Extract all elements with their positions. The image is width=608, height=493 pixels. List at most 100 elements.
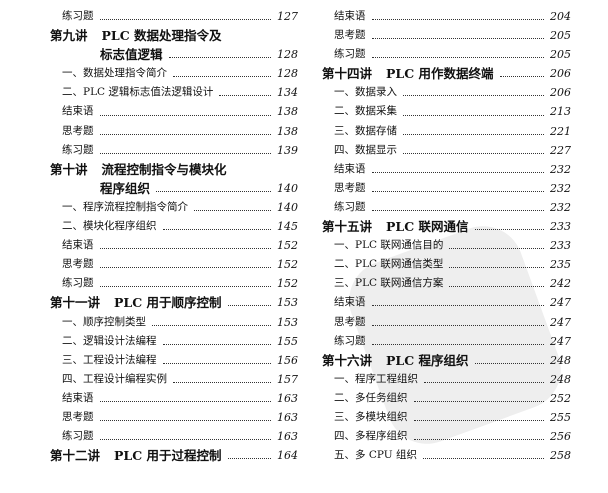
entry-title: 一、程序流程控制指令简介 bbox=[62, 200, 188, 213]
dot-leader bbox=[403, 152, 544, 154]
toc-chapter: 第十二讲 PLC 用于过程控制 164 bbox=[50, 446, 298, 465]
toc-chapter: 第十六讲 PLC 程序组织 248 bbox=[322, 351, 571, 370]
entry-title: 三、工程设计法编程 bbox=[62, 353, 157, 366]
entry-title: PLC 联网通信 bbox=[386, 219, 469, 235]
toc-chapter: 程序组织 140 bbox=[50, 179, 298, 198]
toc-entry: 三、多模块组织 255 bbox=[322, 408, 571, 427]
dot-leader bbox=[156, 190, 271, 192]
entry-title: 流程控制指令与模块化 bbox=[101, 161, 227, 177]
toc-entry: 一、程序工程组织 248 bbox=[322, 370, 571, 389]
entry-title: 二、PLC 联网通信类型 bbox=[334, 258, 444, 271]
entry-title: 结束语 bbox=[62, 391, 94, 404]
dot-leader bbox=[173, 76, 271, 78]
toc-chapter: 第九讲 PLC 数据处理指令及 bbox=[50, 26, 293, 45]
entry-title: 四、数据显示 bbox=[334, 143, 397, 156]
toc-entry: 结束语 163 bbox=[50, 389, 298, 408]
page-number: 128 bbox=[277, 48, 298, 62]
page-number: 157 bbox=[277, 372, 298, 386]
dot-leader bbox=[219, 95, 271, 97]
page-number: 138 bbox=[277, 124, 298, 138]
dot-leader bbox=[403, 133, 544, 135]
toc-entry: 思考题 232 bbox=[322, 179, 571, 198]
toc-entry: 思考题 152 bbox=[50, 255, 298, 274]
page-number: 221 bbox=[550, 124, 571, 138]
page-number: 232 bbox=[550, 162, 571, 176]
dot-leader bbox=[168, 57, 271, 59]
page-number: 247 bbox=[550, 315, 571, 329]
toc-chapter: 第十一讲 PLC 用于顺序控制 153 bbox=[50, 293, 298, 312]
toc-chapter: 第十五讲 PLC 联网通信 233 bbox=[322, 217, 571, 236]
toc-entry: 三、数据存储 221 bbox=[322, 122, 571, 141]
toc-entry: 三、工程设计法编程 156 bbox=[50, 351, 298, 370]
dot-leader bbox=[371, 57, 544, 59]
entry-title: 思考题 bbox=[334, 181, 366, 194]
page-number: 128 bbox=[277, 67, 298, 81]
toc-chapter: 第十讲 流程控制指令与模块化 bbox=[50, 160, 293, 179]
page-number: 205 bbox=[550, 48, 571, 62]
chapter-number: 第十二讲 bbox=[50, 448, 101, 464]
toc-entry: 二、模块化程序组织 145 bbox=[50, 217, 298, 236]
entry-title: 练习题 bbox=[62, 277, 94, 290]
entry-title: 结束语 bbox=[62, 105, 94, 118]
entry-title: 一、数据处理指令简介 bbox=[62, 67, 167, 80]
dot-leader bbox=[449, 267, 544, 269]
toc-entry: 二、逻辑设计法编程 155 bbox=[50, 332, 298, 351]
entry-title: 思考题 bbox=[62, 124, 94, 137]
dot-leader bbox=[173, 381, 271, 383]
dot-leader bbox=[474, 229, 544, 231]
page-number: 152 bbox=[277, 239, 298, 253]
page-number: 252 bbox=[550, 391, 571, 405]
entry-title: 四、多程序组织 bbox=[334, 430, 408, 443]
dot-leader bbox=[403, 114, 544, 116]
entry-title: 二、逻辑设计法编程 bbox=[62, 334, 157, 347]
toc-entry: 结束语 247 bbox=[322, 293, 571, 312]
dot-leader bbox=[413, 439, 544, 441]
chapter-number: 第十讲 bbox=[50, 161, 88, 177]
dot-leader bbox=[499, 76, 544, 78]
page-number: 163 bbox=[277, 410, 298, 424]
dot-leader bbox=[99, 420, 271, 422]
dot-leader bbox=[474, 362, 544, 364]
page-number: 235 bbox=[550, 258, 571, 272]
toc-entry: 结束语 138 bbox=[50, 102, 298, 121]
dot-leader bbox=[99, 439, 271, 441]
page-number: 140 bbox=[277, 200, 298, 214]
dot-leader bbox=[413, 420, 544, 422]
entry-title: 练习题 bbox=[334, 334, 366, 347]
toc-entry: 四、数据显示 227 bbox=[322, 141, 571, 160]
page-number: 232 bbox=[550, 200, 571, 214]
toc-entry: 练习题 205 bbox=[322, 45, 571, 64]
entry-title: 思考题 bbox=[334, 315, 366, 328]
dot-leader bbox=[371, 305, 544, 307]
toc-left-column: 练习题 127 第九讲 PLC 数据处理指令及 标志值逻辑 128 一、数据处理指令简介 12… bbox=[50, 7, 298, 465]
toc-chapter: 第十四讲 PLC 用作数据终端 206 bbox=[322, 64, 571, 83]
toc-entry: 结束语 232 bbox=[322, 160, 571, 179]
entry-title: 一、数据录入 bbox=[334, 86, 397, 99]
entry-title: 一、PLC 联网通信目的 bbox=[334, 239, 444, 252]
entry-title: 三、PLC 联网通信方案 bbox=[334, 277, 444, 290]
dot-leader bbox=[371, 343, 544, 345]
toc-entry: 一、数据处理指令简介 128 bbox=[50, 64, 298, 83]
chapter-number: 第十六讲 bbox=[322, 352, 373, 368]
page-number: 205 bbox=[550, 29, 571, 43]
entry-title: 思考题 bbox=[334, 29, 366, 42]
page-number: 153 bbox=[277, 296, 298, 310]
entry-title: 结束语 bbox=[334, 162, 366, 175]
toc-entry: 练习题 232 bbox=[322, 198, 571, 217]
entry-title: PLC 数据处理指令及 bbox=[101, 28, 222, 44]
toc-entry: 思考题 205 bbox=[322, 26, 571, 45]
page-number: 156 bbox=[277, 353, 298, 367]
entry-title: 二、数据采集 bbox=[334, 105, 397, 118]
page-number: 248 bbox=[550, 353, 571, 367]
toc-entry: 三、PLC 联网通信方案 242 bbox=[322, 274, 571, 293]
page-number: 255 bbox=[550, 410, 571, 424]
dot-leader bbox=[99, 114, 271, 116]
toc-entry: 五、多 CPU 组织 258 bbox=[322, 446, 571, 465]
entry-title: 练习题 bbox=[62, 143, 94, 156]
dot-leader bbox=[99, 19, 271, 21]
page-number: 139 bbox=[277, 143, 298, 157]
page-number: 227 bbox=[550, 143, 571, 157]
toc-right-column: 结束语 204 思考题 205 练习题 205 第十四讲 PLC 用作数据终端 206 一、数据录… bbox=[322, 7, 571, 465]
toc-entry: 练习题 139 bbox=[50, 141, 298, 160]
page-number: 138 bbox=[277, 105, 298, 119]
